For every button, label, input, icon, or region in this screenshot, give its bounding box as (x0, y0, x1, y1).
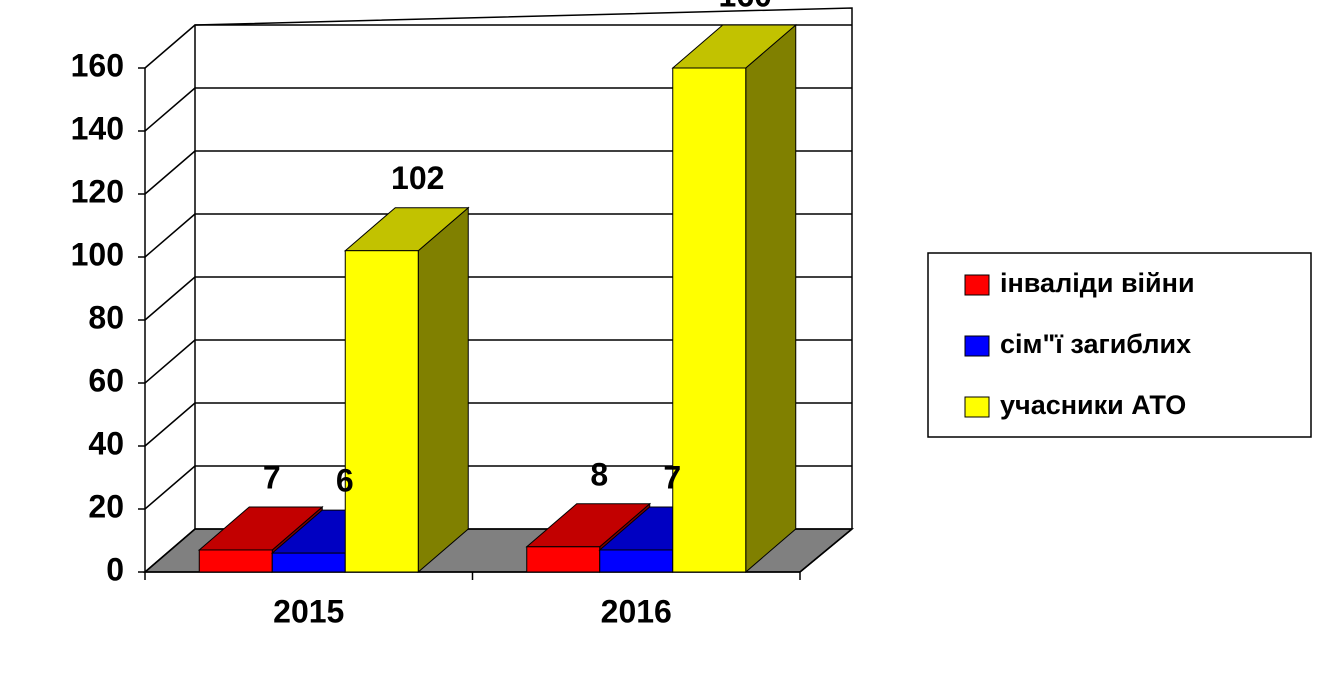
legend-label: сім"ї загиблих (1000, 329, 1191, 359)
bar (198, 549, 273, 573)
x-axis-depth (799, 528, 853, 573)
x-tick-label: 2015 (273, 593, 344, 629)
bar-side (417, 206, 469, 574)
grid-line (144, 402, 196, 447)
bar (526, 546, 601, 573)
bar (599, 549, 674, 573)
legend-swatch (964, 335, 990, 357)
legend-label: інваліди війни (1000, 268, 1195, 298)
grid-line (144, 87, 196, 132)
grid-line (144, 528, 196, 573)
bar (271, 552, 346, 573)
y-tick-label: 160 (71, 47, 124, 83)
y-tick-label: 20 (88, 488, 124, 524)
value-label: 102 (391, 160, 444, 196)
grid-line (144, 276, 196, 321)
grid-line (144, 465, 196, 510)
value-label: 160 (719, 0, 772, 13)
grid-line (144, 150, 196, 195)
value-label: 7 (263, 459, 281, 495)
grid-line (144, 24, 196, 69)
x-tick-label: 2016 (601, 593, 672, 629)
y-tick-label: 140 (71, 110, 124, 146)
legend-swatch (964, 274, 990, 296)
y-tick-label: 120 (71, 173, 124, 209)
legend-swatch (964, 396, 990, 418)
value-label: 8 (590, 456, 608, 492)
y-tick-label: 80 (88, 299, 124, 335)
bar (672, 67, 747, 573)
y-tick-label: 40 (88, 425, 124, 461)
y-tick-label: 60 (88, 362, 124, 398)
value-label: 7 (663, 459, 681, 495)
y-tick-label: 0 (106, 551, 124, 587)
legend-box (927, 252, 1312, 438)
grid-line (144, 339, 196, 384)
grid-line (144, 213, 196, 258)
bar (344, 250, 419, 573)
value-label: 6 (336, 463, 354, 499)
legend-label: учасники АТО (1000, 390, 1186, 420)
y-tick-label: 100 (71, 236, 124, 272)
bar-side (745, 23, 797, 574)
